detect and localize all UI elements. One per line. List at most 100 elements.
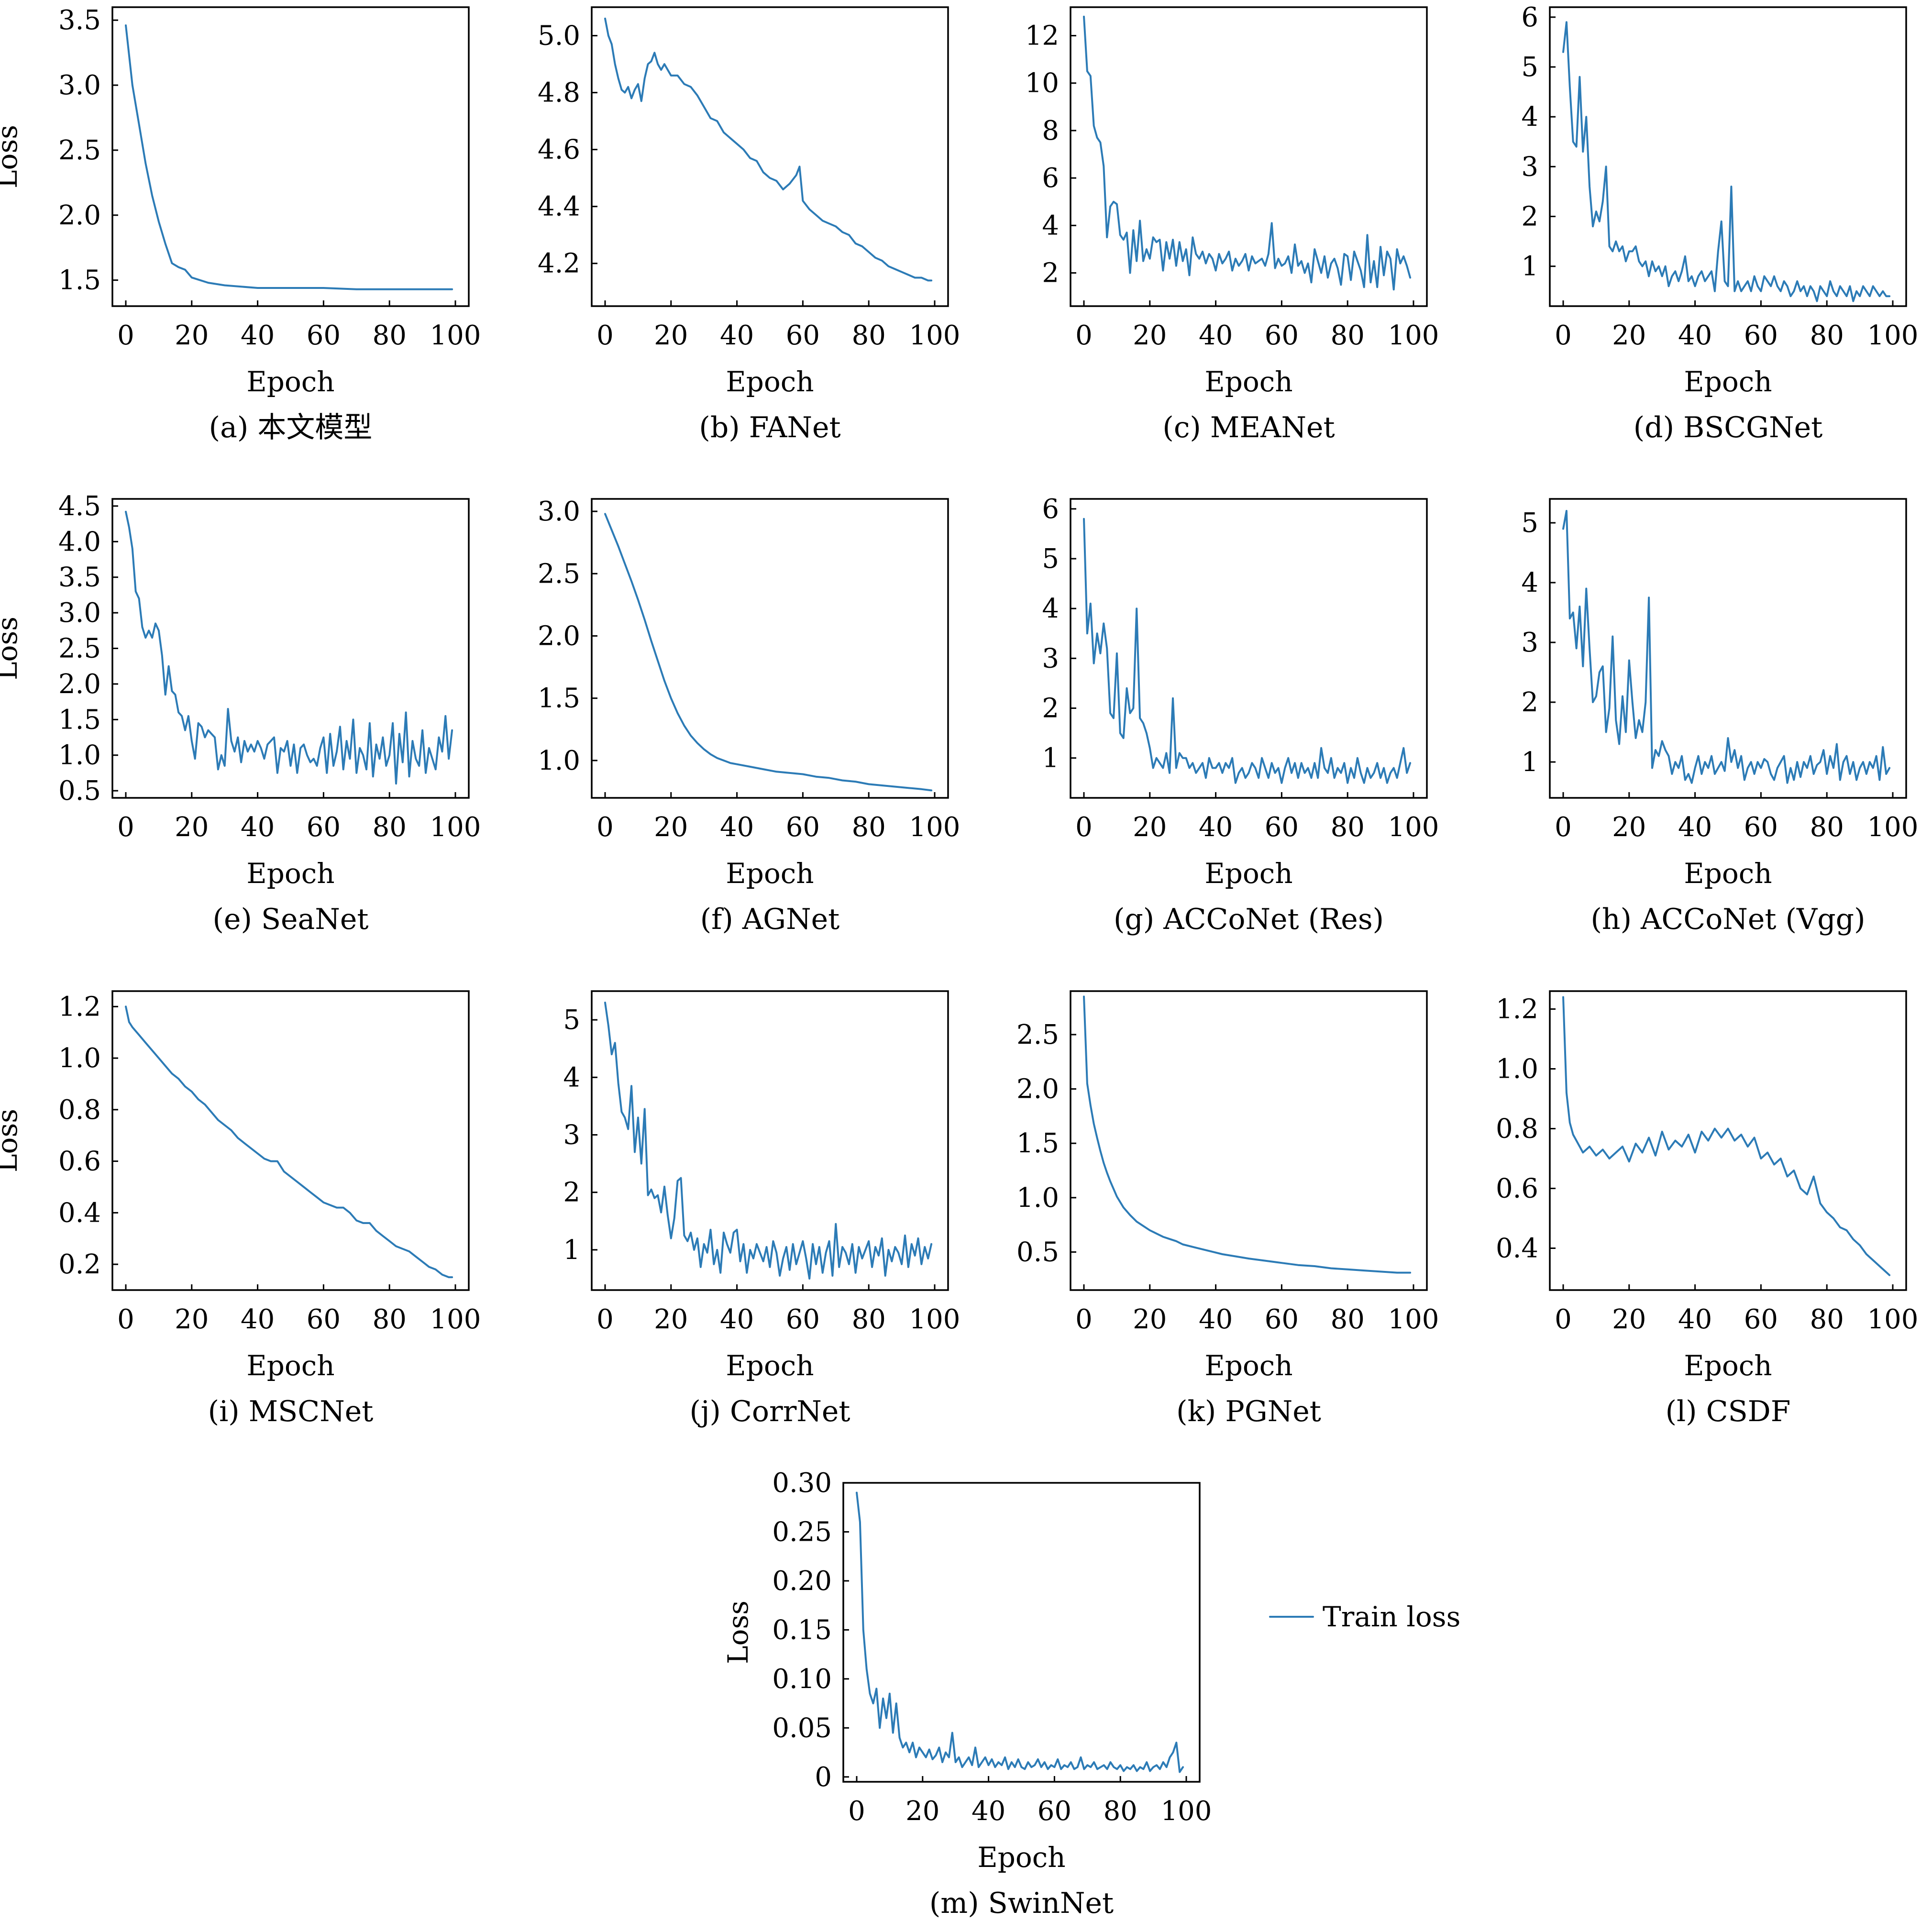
subplot-caption: (d) BSCGNet bbox=[1634, 411, 1822, 444]
y-tick-label: 4.6 bbox=[538, 134, 580, 166]
x-tick-label: 100 bbox=[430, 1304, 481, 1335]
subplot-11: 0 20 40 60 80 100 0.4 0.6 0.8 1.0 1.2 Epoch (l) CSDF bbox=[1496, 990, 1919, 1428]
y-tick-label: 2.5 bbox=[1016, 1019, 1059, 1050]
y-tick-label: 3 bbox=[1042, 643, 1059, 674]
x-tick-label: 60 bbox=[307, 812, 341, 843]
y-axis-label: Loss bbox=[0, 125, 23, 188]
train-loss-line bbox=[1083, 15, 1412, 291]
plot-area-frame bbox=[111, 6, 470, 307]
subplot-caption: (a) 本文模型 bbox=[209, 411, 373, 444]
plot-area-frame bbox=[591, 6, 949, 307]
subplot-8: 0 20 40 60 80 100 0.2 0.4 0.6 0.8 1.0 1.2 Epoch Loss (… bbox=[0, 990, 481, 1428]
legend-label: Train loss bbox=[1323, 1601, 1460, 1633]
subplot-4: 0 20 40 60 80 100 0.5 1.0 1.5 2.0 2.5 3.0 3.5 4.0 4.5 E… bbox=[0, 491, 481, 936]
x-tick-label: 20 bbox=[1612, 320, 1646, 351]
y-tick-label: 4.2 bbox=[538, 248, 580, 279]
subplot-2: 0 20 40 60 80 100 2 4 6 8 10 12 Epoch (c) MEANet bbox=[1025, 6, 1439, 444]
x-tick-label: 60 bbox=[1744, 812, 1778, 843]
x-tick-label: 100 bbox=[909, 1304, 960, 1335]
x-tick-label: 0 bbox=[1555, 320, 1572, 351]
subplot-caption: (f) AGNet bbox=[700, 903, 839, 936]
y-tick-label: 0.15 bbox=[772, 1614, 832, 1645]
y-tick-label: 0.5 bbox=[1016, 1236, 1059, 1268]
x-tick-label: 0 bbox=[117, 812, 134, 843]
y-axis-label: Loss bbox=[0, 617, 23, 680]
x-tick-label: 40 bbox=[972, 1796, 1005, 1827]
subplot-10: 0 20 40 60 80 100 0.5 1.0 1.5 2.0 2.5 Epoch (k) PGNe… bbox=[1016, 990, 1439, 1428]
y-tick-label: 2.0 bbox=[58, 669, 101, 700]
y-tick-label: 3 bbox=[1521, 151, 1538, 182]
plot-area-frame bbox=[591, 498, 949, 799]
y-tick-label: 0.6 bbox=[58, 1146, 101, 1177]
x-tick-label: 20 bbox=[654, 320, 688, 351]
y-tick-label: 4.4 bbox=[538, 191, 580, 222]
y-tick-label: 12 bbox=[1025, 21, 1059, 52]
x-tick-label: 100 bbox=[1161, 1796, 1212, 1827]
x-tick-label: 100 bbox=[1867, 812, 1919, 843]
y-tick-label: 3.0 bbox=[58, 597, 101, 629]
y-tick-label: 2.5 bbox=[58, 135, 101, 166]
y-tick-label: 2.5 bbox=[58, 633, 101, 664]
plot-area-frame bbox=[1070, 6, 1428, 307]
x-tick-label: 0 bbox=[596, 812, 614, 843]
x-tick-label: 20 bbox=[905, 1796, 939, 1827]
y-tick-label: 0.25 bbox=[772, 1516, 832, 1547]
y-tick-label: 10 bbox=[1025, 68, 1059, 99]
x-axis-label: Epoch bbox=[246, 857, 334, 890]
train-loss-line bbox=[125, 510, 453, 785]
x-tick-label: 0 bbox=[1555, 812, 1572, 843]
subplot-3: 0 20 40 60 80 100 1 2 3 4 5 6 Epoch (d) BSCGNet bbox=[1521, 2, 1918, 444]
train-loss-line bbox=[125, 1005, 453, 1279]
x-tick-label: 60 bbox=[1038, 1796, 1071, 1827]
x-tick-label: 80 bbox=[1104, 1796, 1137, 1827]
x-tick-label: 20 bbox=[1133, 320, 1167, 351]
subplot-caption: (l) CSDF bbox=[1666, 1395, 1791, 1428]
x-tick-label: 60 bbox=[1265, 320, 1299, 351]
y-tick-label: 0 bbox=[815, 1762, 832, 1793]
train-loss-line bbox=[856, 1491, 1184, 1773]
subplot-6: 0 20 40 60 80 100 1 2 3 4 5 6 Epoch (g) ACCoNet (Res) bbox=[1042, 494, 1439, 936]
y-tick-label: 6 bbox=[1042, 163, 1059, 194]
y-tick-label: 1.0 bbox=[1016, 1182, 1059, 1214]
x-tick-label: 80 bbox=[1810, 812, 1844, 843]
x-tick-label: 100 bbox=[1867, 320, 1919, 351]
x-tick-label: 40 bbox=[720, 320, 754, 351]
train-loss-line bbox=[125, 24, 453, 290]
x-tick-label: 100 bbox=[1867, 1304, 1919, 1335]
x-tick-label: 0 bbox=[1075, 812, 1093, 843]
plot-area-frame bbox=[1549, 6, 1907, 307]
x-tick-label: 80 bbox=[1331, 812, 1365, 843]
y-tick-label: 2.0 bbox=[58, 200, 101, 231]
x-tick-label: 40 bbox=[1678, 1304, 1712, 1335]
y-tick-label: 4 bbox=[1521, 101, 1538, 132]
plot-area-frame bbox=[1549, 498, 1907, 799]
y-tick-label: 4.8 bbox=[538, 77, 580, 109]
x-tick-label: 40 bbox=[1199, 320, 1233, 351]
subplot-caption: (j) CorrNet bbox=[689, 1395, 850, 1428]
y-tick-label: 8 bbox=[1042, 115, 1059, 146]
y-tick-label: 4 bbox=[1042, 593, 1059, 624]
y-tick-label: 1.2 bbox=[58, 991, 101, 1022]
x-tick-label: 0 bbox=[596, 1304, 614, 1335]
train-loss-line bbox=[1562, 510, 1891, 784]
x-tick-label: 60 bbox=[1744, 320, 1778, 351]
subplot-caption: (e) SeaNet bbox=[213, 903, 369, 936]
x-tick-label: 0 bbox=[848, 1796, 865, 1827]
x-tick-label: 40 bbox=[720, 1304, 754, 1335]
y-tick-label: 0.4 bbox=[58, 1197, 101, 1228]
x-tick-label: 40 bbox=[241, 1304, 275, 1335]
y-tick-label: 1 bbox=[1042, 743, 1059, 774]
x-axis-label: Epoch bbox=[1204, 857, 1292, 890]
y-tick-label: 2.0 bbox=[538, 620, 580, 651]
subplot-caption: (b) FANet bbox=[699, 411, 840, 444]
y-tick-label: 1.0 bbox=[58, 740, 101, 771]
x-tick-label: 80 bbox=[373, 320, 407, 351]
plot-area-frame bbox=[842, 1482, 1201, 1783]
x-tick-label: 60 bbox=[1744, 1304, 1778, 1335]
x-tick-label: 60 bbox=[307, 1304, 341, 1335]
y-axis-label: Loss bbox=[0, 1109, 23, 1172]
y-tick-label: 0.10 bbox=[772, 1664, 832, 1695]
y-tick-label: 1.5 bbox=[1016, 1128, 1059, 1159]
x-tick-label: 20 bbox=[1133, 1304, 1167, 1335]
x-tick-label: 100 bbox=[430, 812, 481, 843]
